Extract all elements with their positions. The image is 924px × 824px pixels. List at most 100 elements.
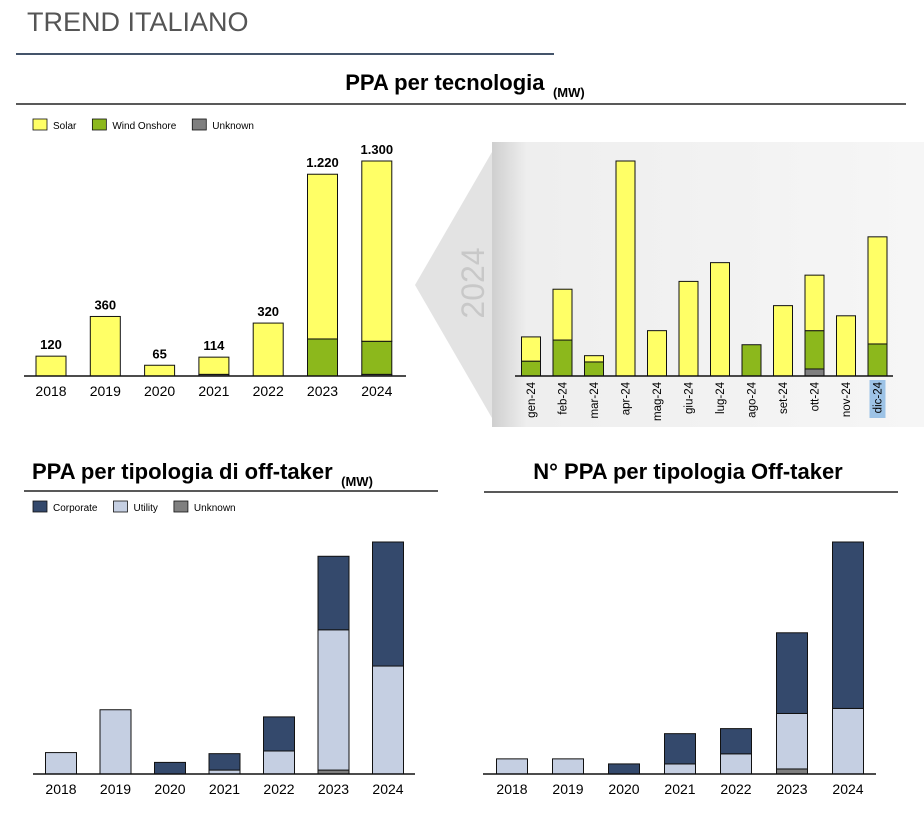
- bar-segment: [832, 707, 864, 775]
- bar-segment: [741, 344, 762, 377]
- x-tick-label: nov-24: [841, 381, 853, 417]
- bar-segment: [804, 368, 825, 377]
- x-tick-label: 2020: [154, 781, 185, 797]
- x-tick-label: ago-24: [747, 381, 759, 417]
- highlight: [869, 380, 886, 418]
- bar-segment: [867, 343, 888, 377]
- bar-segment: [776, 712, 808, 770]
- title-units: (MW): [341, 474, 373, 489]
- x-tick-label: 2021: [198, 383, 229, 399]
- chart-title: PPA per tipologia di off-taker (MW): [32, 459, 373, 489]
- bar-segment: [263, 750, 295, 775]
- bar-segment: [89, 315, 121, 377]
- bar-segment: [664, 763, 696, 775]
- x-tick-label: feb-24: [558, 381, 570, 414]
- x-tick-label: 2018: [45, 781, 76, 797]
- value-label: 114: [203, 338, 225, 353]
- bar-segment: [647, 330, 667, 377]
- legend-swatch: [173, 500, 189, 513]
- bar-segment: [144, 364, 176, 377]
- x-tick-label: 2024: [372, 781, 403, 797]
- bar-segment: [867, 236, 888, 345]
- value-label: 1.300: [361, 142, 394, 157]
- bar-segment: [832, 541, 864, 709]
- bar-segment: [35, 355, 67, 377]
- bar-segment: [154, 761, 186, 775]
- legend-label: Unknown: [194, 503, 236, 514]
- bar-segment: [317, 555, 350, 631]
- bar-segment: [615, 160, 636, 377]
- bar-segment: [552, 288, 573, 341]
- bar-segment: [836, 315, 856, 377]
- x-tick-label: 2022: [720, 781, 751, 797]
- x-tick-label: 2023: [776, 781, 807, 797]
- bar-segment: [804, 330, 825, 370]
- bar-segment: [720, 753, 752, 775]
- bar-segment: [720, 728, 752, 755]
- legend-label: Unknown: [212, 121, 254, 132]
- zoom-wedge: [415, 152, 492, 418]
- x-tick-label: 2021: [209, 781, 240, 797]
- bar-segment: [584, 361, 604, 377]
- bar-segment: [552, 758, 584, 775]
- value-label: 360: [94, 297, 116, 312]
- x-tick-label: 2023: [307, 383, 338, 399]
- x-tick-label: gen-24: [526, 381, 538, 417]
- value-label: 120: [40, 337, 62, 352]
- bar-segment: [664, 733, 696, 765]
- legend-label: Solar: [53, 121, 77, 132]
- chart-title: N° PPA per tipologia Off-taker: [533, 459, 843, 484]
- bar-segment: [584, 355, 604, 363]
- bar-segment: [552, 339, 573, 377]
- title-text: PPA per tecnologia: [345, 70, 545, 95]
- bar-segment: [608, 763, 640, 775]
- x-tick-label: set-24: [778, 381, 790, 414]
- bar-segment: [804, 274, 825, 332]
- x-tick-label: 2024: [832, 781, 863, 797]
- x-tick-label: 2019: [90, 383, 121, 399]
- bar-segment: [361, 160, 393, 342]
- inset-year: 2024: [455, 247, 491, 318]
- bar-segment: [372, 665, 404, 775]
- x-tick-label: 2023: [318, 781, 349, 797]
- x-tick-label: giu-24: [684, 381, 696, 414]
- value-label: 320: [257, 304, 279, 319]
- bar-segment: [773, 305, 793, 377]
- bar-segment: [45, 752, 77, 775]
- bar-segment: [776, 768, 808, 775]
- x-tick-label: dic-24: [873, 381, 885, 413]
- inset-background: [492, 142, 924, 427]
- bar-segment: [198, 356, 230, 375]
- bar-segment: [252, 322, 284, 377]
- legend-swatch: [91, 118, 107, 131]
- bar-segment: [710, 262, 730, 377]
- x-tick-label: 2022: [263, 781, 294, 797]
- x-tick-label: ott-24: [810, 381, 822, 411]
- bar-segment: [307, 338, 338, 377]
- value-label: 65: [152, 346, 166, 361]
- title-text: PPA per tipologia di off-taker: [32, 459, 333, 484]
- legend-label: Utility: [133, 503, 157, 514]
- x-tick-label: 2019: [100, 781, 131, 797]
- x-tick-label: lug-24: [715, 381, 727, 414]
- bar-segment: [317, 629, 350, 771]
- page-title: TREND ITALIANO: [27, 7, 249, 37]
- x-tick-label: 2018: [35, 383, 66, 399]
- title-units: (MW): [553, 85, 585, 100]
- x-tick-label: 2022: [253, 383, 284, 399]
- bar-segment: [521, 336, 541, 362]
- bar-segment: [521, 360, 541, 377]
- value-label: 1.220: [306, 155, 339, 170]
- legend-swatch: [191, 118, 207, 131]
- bar-segment: [496, 758, 528, 775]
- bar-segment: [307, 173, 338, 340]
- bar-segment: [208, 753, 241, 771]
- bar-segment: [678, 280, 699, 377]
- bar-segment: [776, 632, 808, 714]
- bar-segment: [361, 340, 393, 375]
- x-tick-label: 2020: [608, 781, 639, 797]
- x-tick-label: mag-24: [652, 381, 664, 421]
- x-tick-label: mar-24: [589, 381, 601, 418]
- legend-swatch: [32, 500, 48, 513]
- chart-title: PPA per tecnologia (MW): [345, 70, 584, 100]
